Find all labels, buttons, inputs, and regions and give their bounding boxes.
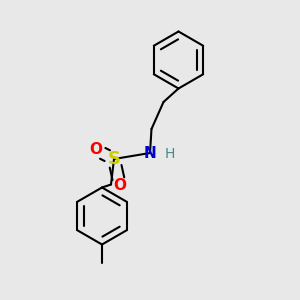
Text: O: O (113, 178, 127, 194)
Text: H: H (164, 148, 175, 161)
Text: S: S (107, 150, 121, 168)
Text: N: N (144, 146, 156, 160)
Text: O: O (89, 142, 103, 158)
